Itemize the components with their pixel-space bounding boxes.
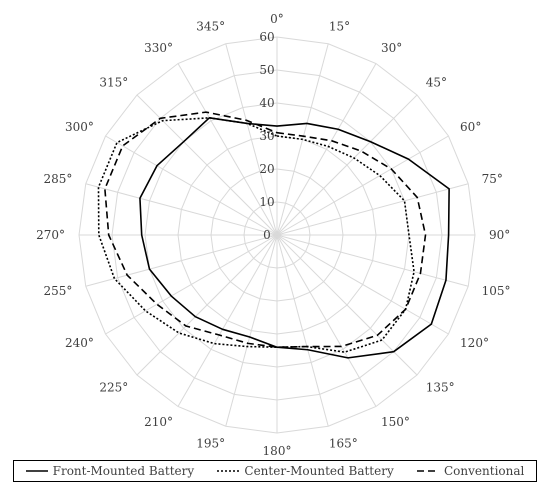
radial-tick-label: 20: [259, 162, 274, 176]
angle-label: 60°: [460, 120, 481, 134]
spoke-300: [105, 135, 278, 236]
legend: Front-Mounted Battery Center-Mounted Bat…: [13, 460, 537, 482]
angle-label: 105°: [482, 284, 511, 298]
spoke-225: [136, 234, 278, 376]
angle-label: 90°: [489, 228, 510, 242]
angle-label: 180°: [263, 444, 292, 458]
angle-label: 135°: [426, 381, 455, 395]
angle-label: 270°: [36, 228, 65, 242]
spoke-105: [276, 234, 469, 287]
legend-swatch-front: [25, 470, 48, 472]
legend-label-center: Center-Mounted Battery: [244, 464, 394, 478]
angle-label: 120°: [460, 336, 489, 350]
spoke-120: [276, 234, 449, 335]
angle-label: 45°: [426, 75, 447, 89]
angle-label: 255°: [43, 284, 72, 298]
radial-tick-label: 60: [259, 30, 274, 44]
radial-tick-label: 10: [259, 195, 274, 209]
legend-item-front: Front-Mounted Battery: [25, 464, 195, 478]
spoke-330: [177, 63, 278, 236]
legend-swatch-center: [217, 470, 240, 472]
angle-label: 300°: [65, 120, 94, 134]
spoke-135: [276, 234, 418, 376]
spoke-240: [105, 234, 278, 335]
radial-tick-label: 50: [259, 63, 274, 77]
angle-label: 165°: [329, 437, 358, 451]
spoke-60: [276, 135, 449, 236]
radial-tick-label: 0: [263, 228, 271, 242]
radial-tick-label: 30: [259, 129, 274, 143]
spoke-75: [276, 183, 469, 236]
angle-label: 15°: [329, 19, 350, 33]
angle-label: 0°: [270, 12, 284, 26]
legend-item-center: Center-Mounted Battery: [217, 464, 394, 478]
angle-label: 240°: [65, 336, 94, 350]
angle-label: 345°: [196, 19, 225, 33]
angle-label: 315°: [99, 75, 128, 89]
angle-label: 285°: [43, 172, 72, 186]
series-layer: [97, 111, 450, 359]
spoke-345: [225, 43, 278, 236]
angle-label: 75°: [482, 172, 503, 186]
spoke-45: [276, 94, 418, 236]
spoke-210: [177, 234, 278, 407]
spoke-165: [276, 234, 329, 427]
radar-chart: 0 10 20 30 40 50 60 0° 15° 30° 45° 60° 75° 90° 105° 120…: [36, 12, 510, 458]
series-line-solid: [139, 117, 450, 359]
spoke-255: [85, 234, 278, 287]
spoke-30: [276, 63, 377, 236]
legend-label-front: Front-Mounted Battery: [52, 464, 195, 478]
spoke-285: [85, 183, 278, 236]
angle-label: 150°: [381, 415, 410, 429]
spoke-150: [276, 234, 377, 407]
legend-swatch-conventional: [417, 470, 439, 472]
angle-label: 195°: [196, 437, 225, 451]
angle-label: 210°: [144, 415, 173, 429]
label-layer: 0 10 20 30 40 50 60 0° 15° 30° 45° 60° 75° 90° 105° 120…: [36, 12, 510, 458]
radial-tick-label: 40: [259, 96, 274, 110]
legend-label-conventional: Conventional: [444, 464, 525, 478]
grid-layer: [78, 36, 476, 434]
legend-item-conventional: Conventional: [417, 464, 524, 478]
angle-label: 330°: [144, 41, 173, 55]
spoke-195: [225, 234, 278, 427]
series-line-dashed: [104, 111, 427, 349]
angle-label: 30°: [381, 41, 402, 55]
angle-label: 225°: [99, 381, 128, 395]
